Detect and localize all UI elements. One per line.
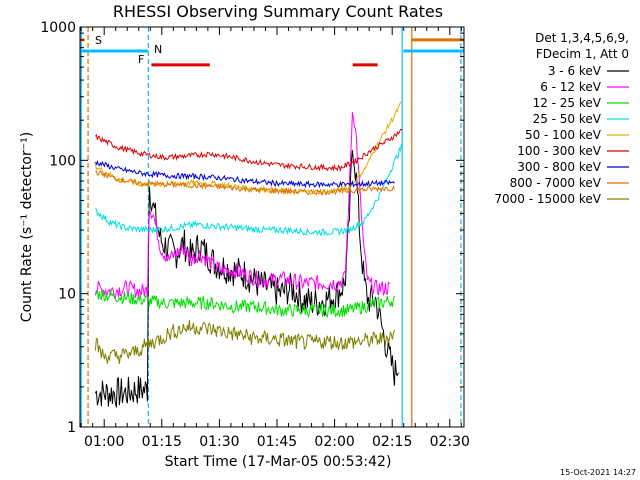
x-tick-label: 02:30 <box>430 434 470 450</box>
x-tick-label: 01:15 <box>142 434 182 450</box>
series-line <box>95 170 395 196</box>
series-line <box>94 112 391 300</box>
series-line <box>94 143 403 237</box>
series-line <box>94 159 395 189</box>
flag-label: F <box>138 53 144 66</box>
x-axis: 01:00 01:15 01:30 01:45 02:00 02:15 02:30 <box>80 27 470 450</box>
legend-entry-label: 800 - 7000 keV <box>510 176 602 190</box>
x-tick-label: 02:00 <box>314 434 354 450</box>
y-axis-label: Count Rate (s⁻¹ detector⁻¹) <box>19 132 35 322</box>
x-tick-label: 02:15 <box>372 434 412 450</box>
y-tick-label: 1000 <box>40 20 76 36</box>
series-line <box>95 288 395 319</box>
flag-bars: S NF <box>80 34 464 67</box>
plot-frame <box>79 26 465 428</box>
legend-header: Det 1,3,4,5,6,9, <box>535 31 629 45</box>
legend-entry-label: 25 - 50 keV <box>533 112 602 126</box>
series-line <box>94 100 403 196</box>
legend-entry-label: 50 - 100 keV <box>525 128 602 142</box>
flag-label: S <box>95 34 102 47</box>
series-line <box>94 319 395 364</box>
series-line <box>94 150 399 408</box>
x-axis-label: Start Time (17-Mar-05 00:53:42) <box>165 454 392 470</box>
y-axis: 1 10 100 1000 <box>40 20 464 436</box>
legend-entry-label: 12 - 25 keV <box>533 96 602 110</box>
series-layer <box>94 100 403 408</box>
legend-entry-label: 3 - 6 keV <box>548 64 602 78</box>
x-tick-label: 01:00 <box>84 434 124 450</box>
x-tick-label: 01:45 <box>257 434 297 450</box>
y-tick-label: 10 <box>58 287 76 303</box>
footer-date: 15-Oct-2021 14:27 <box>560 468 636 477</box>
legend-entry-label: 300 - 800 keV <box>517 160 601 174</box>
legend-header: FDecim 1, Att 0 <box>536 47 629 61</box>
series-line <box>95 128 403 173</box>
legend-entry-label: 100 - 300 keV <box>517 144 601 158</box>
legend-entry-label: 6 - 12 keV <box>540 80 602 94</box>
x-tick-label: 01:30 <box>199 434 239 450</box>
chart-title: RHESSI Observing Summary Count Rates <box>113 2 443 21</box>
legend: Det 1,3,4,5,6,9, FDecim 1, Att 0 3 - 6 keV… <box>494 31 629 206</box>
y-tick-label: 1 <box>67 420 76 436</box>
y-tick-label: 100 <box>49 153 76 169</box>
legend-entry-label: 7000 - 15000 keV <box>494 192 601 206</box>
flag-label: N <box>154 43 162 56</box>
